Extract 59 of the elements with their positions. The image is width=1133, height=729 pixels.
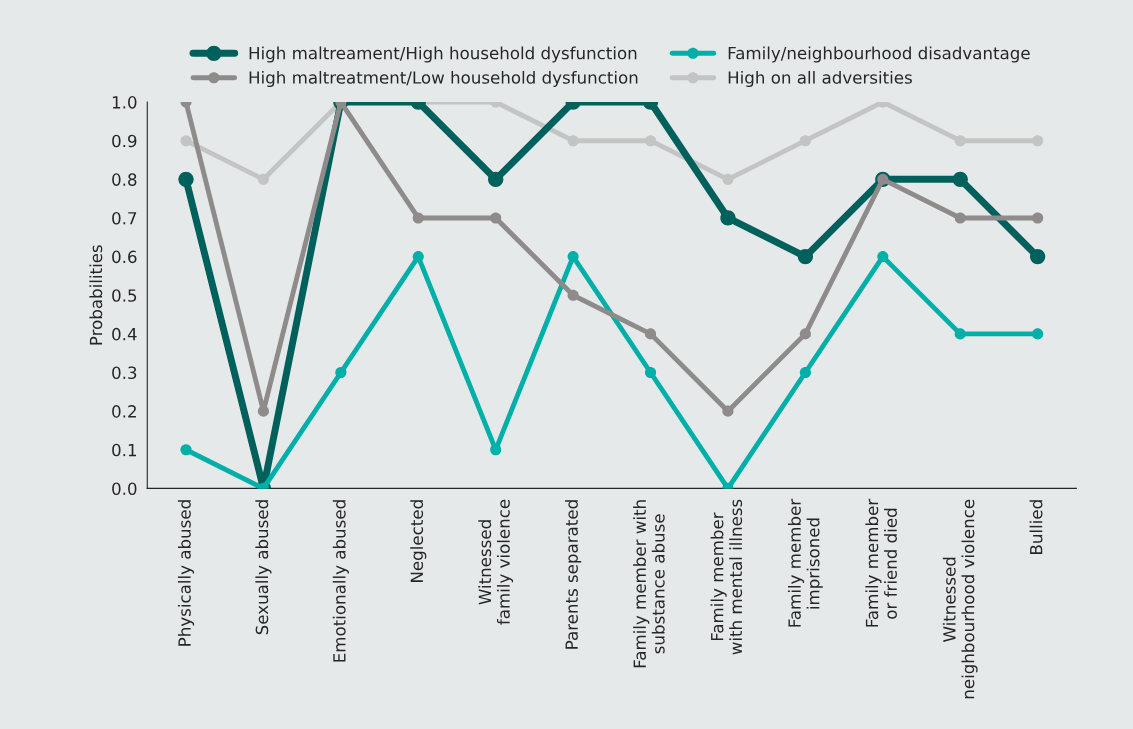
- point: [722, 405, 734, 417]
- point: [412, 251, 424, 263]
- point: [797, 248, 814, 265]
- point: [952, 171, 968, 187]
- point: [490, 444, 502, 456]
- y-tick-label: 0.4: [112, 327, 137, 341]
- legend-label: High maltreatment/Low household dysfunction: [249, 70, 638, 88]
- legend-label: High on all adversities: [728, 70, 912, 88]
- x-tick-label: Sexually abused: [255, 500, 272, 635]
- point: [720, 210, 736, 226]
- y-tick-label: 0.6: [112, 250, 137, 264]
- x-tick-label: Witnessed neighbourhood violence: [942, 499, 978, 699]
- point: [644, 328, 657, 340]
- point: [180, 135, 192, 147]
- point: [257, 173, 269, 185]
- point: [644, 366, 657, 379]
- y-tick-label: 0.9: [112, 134, 137, 148]
- y-tick-label: 0.8: [112, 173, 137, 186]
- y-axis-title: Probabilities: [89, 245, 103, 345]
- x-tick-label: Witnessed family violence: [478, 499, 514, 625]
- point: [1032, 328, 1044, 340]
- point: [644, 135, 657, 147]
- point: [954, 328, 966, 340]
- point: [567, 135, 579, 147]
- point: [490, 212, 502, 224]
- x-tick-label: Bullied: [1029, 500, 1043, 554]
- y-tick-label: 0.2: [112, 405, 136, 418]
- point: [1032, 212, 1044, 224]
- point: [567, 289, 579, 301]
- y-tick-label: 0.3: [112, 366, 137, 380]
- point: [799, 328, 811, 340]
- point: [877, 251, 889, 263]
- x-tick-label: Family member with substance abuse: [633, 500, 665, 668]
- x-tick-label: Parents separated: [565, 500, 582, 649]
- y-tick-label: 1.0: [112, 96, 137, 109]
- point: [722, 173, 734, 185]
- y-tick-label: 0.5: [112, 289, 137, 302]
- x-tick-label: Physically abused: [177, 500, 195, 646]
- x-tick-label: Family member imprisoned: [787, 498, 823, 627]
- point: [488, 171, 504, 187]
- point: [1030, 248, 1046, 265]
- point: [335, 366, 347, 379]
- legend-label: High maltreament/High household dysfunction: [249, 46, 637, 63]
- point: [954, 212, 966, 224]
- x-tick-label: Emotionally abused: [332, 500, 349, 662]
- point: [412, 212, 424, 224]
- legend-label: Family/neighbourhood disadvantage: [728, 46, 1030, 63]
- point: [567, 251, 579, 263]
- point: [1032, 135, 1044, 147]
- point: [180, 444, 192, 456]
- x-tick-label: Family member with mental illness: [710, 499, 743, 655]
- point: [799, 366, 811, 379]
- y-tick-label: 0.1: [112, 443, 137, 457]
- point: [954, 135, 966, 147]
- point: [178, 171, 194, 187]
- point: [799, 135, 811, 147]
- x-tick-label: Neglected: [410, 500, 427, 582]
- y-tick-label: 0.0: [112, 482, 137, 495]
- y-tick-label: 0.7: [112, 211, 137, 225]
